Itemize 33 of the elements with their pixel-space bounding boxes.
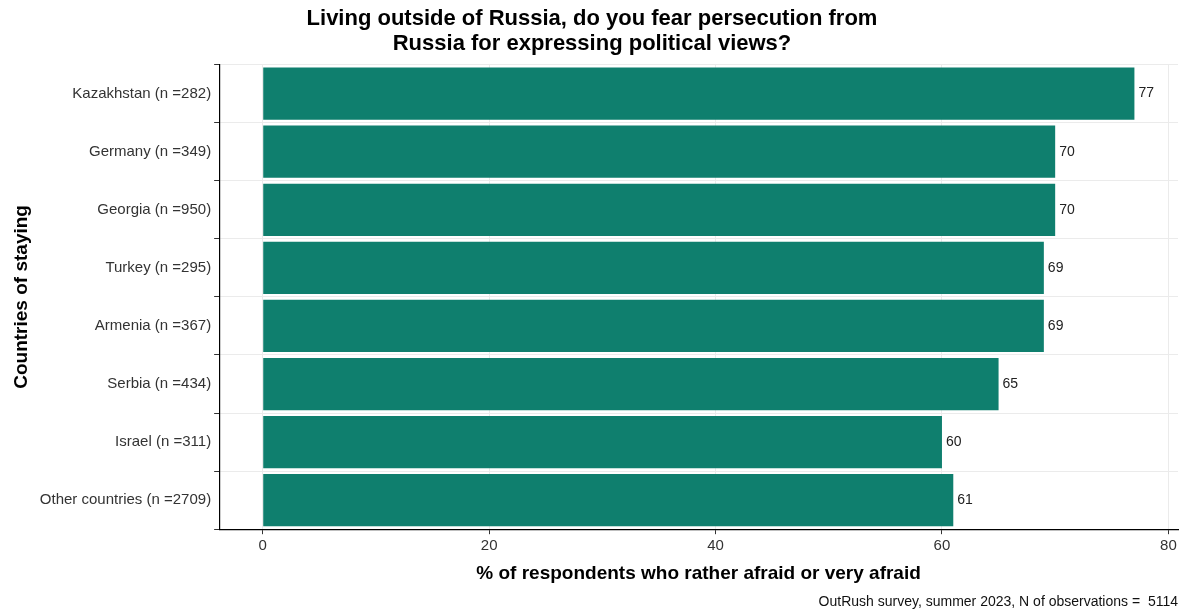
data-label: 70	[1059, 142, 1075, 159]
data-label: 60	[945, 432, 962, 449]
bar	[263, 125, 1056, 178]
data-label: 77	[1138, 84, 1155, 101]
x-tick-label: 20	[480, 536, 498, 554]
data-label: 69	[1047, 316, 1064, 333]
y-tick-label: Israel (n =311)	[115, 432, 212, 450]
y-tick-label: Germany (n =349)	[89, 141, 212, 159]
x-axis-title: % of respondents who rather afraid or very afraid	[476, 561, 921, 583]
y-tick-label: Kazakhstan (n =282)	[72, 83, 212, 101]
bar	[263, 299, 1044, 353]
bar	[263, 183, 1056, 236]
bar	[263, 357, 999, 411]
chart-title: Living outside of Russia, do you fear persecution from Russia for expressing political views?	[306, 4, 878, 56]
y-axis-title: Countries of staying	[9, 205, 31, 389]
x-tick-label: 40	[707, 536, 724, 554]
y-tick-label: Armenia (n =367)	[94, 316, 212, 334]
data-label: 65	[1002, 374, 1019, 391]
data-label: 69	[1047, 258, 1064, 275]
x-tick-label: 0	[258, 536, 267, 554]
x-tick-label: 60	[933, 536, 951, 554]
y-tick-label: Turkey (n =295)	[105, 258, 212, 275]
bar	[263, 474, 954, 527]
y-tick-label: Other countries (n =2709)	[39, 490, 212, 508]
bar	[263, 241, 1044, 294]
y-tick-label: Serbia (n =434)	[107, 374, 212, 392]
bar	[263, 67, 1135, 120]
text: OutRush survey, summer 2023, N of observations = 5114	[818, 592, 1179, 609]
x-tick-label: 80	[1160, 536, 1177, 554]
bar	[263, 415, 942, 469]
y-tick-label: Georgia (n =950)	[97, 199, 212, 217]
data-label: 61	[957, 491, 974, 508]
data-label: 70	[1059, 200, 1075, 217]
